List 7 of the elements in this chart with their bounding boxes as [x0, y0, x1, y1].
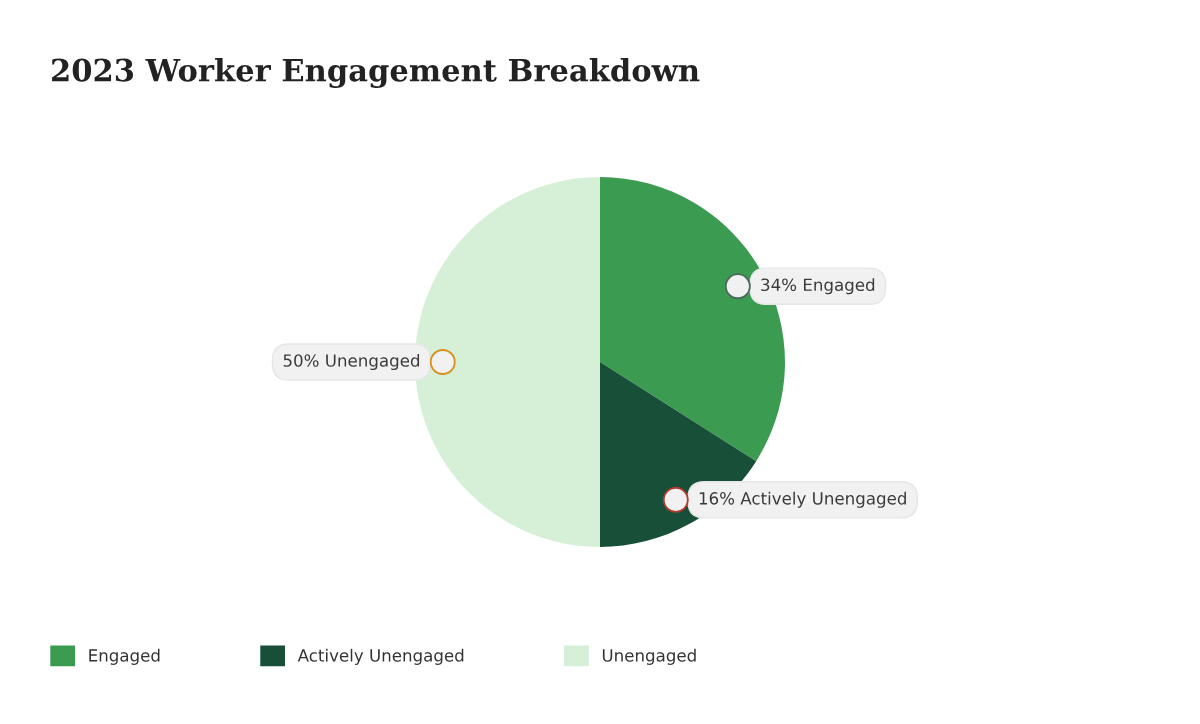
data-label: 34% Engaged	[761, 278, 875, 295]
legend-label: Unengaged	[602, 648, 696, 665]
data-label: 16% Actively Unengaged	[699, 491, 906, 508]
chart-title: 2023 Worker Engagement Breakdown	[52, 58, 700, 88]
legend-label: Engaged	[89, 648, 160, 665]
legend-label: Actively Unengaged	[297, 648, 464, 665]
data-label: 50% Unengaged	[283, 353, 420, 371]
